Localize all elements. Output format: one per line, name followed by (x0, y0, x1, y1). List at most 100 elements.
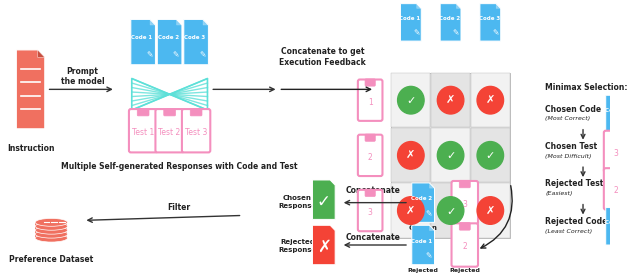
Text: Response: Response (278, 202, 316, 209)
FancyBboxPatch shape (35, 230, 67, 235)
Text: Code 1: Code 1 (399, 16, 420, 21)
Text: Concatenate to get: Concatenate to get (281, 47, 365, 56)
Text: ✎: ✎ (426, 209, 432, 218)
Text: Preference Dataset: Preference Dataset (9, 255, 93, 264)
Text: Code 1: Code 1 (412, 239, 433, 244)
Text: ✎: ✎ (173, 50, 179, 59)
Polygon shape (417, 4, 421, 8)
FancyBboxPatch shape (471, 73, 509, 127)
Text: Chosen Test: Chosen Test (545, 142, 597, 151)
Text: ✓: ✓ (486, 151, 495, 161)
Text: 2: 2 (614, 186, 618, 195)
FancyBboxPatch shape (392, 73, 430, 127)
FancyBboxPatch shape (156, 109, 184, 152)
Text: Filter: Filter (168, 203, 191, 212)
FancyBboxPatch shape (431, 128, 470, 182)
Polygon shape (312, 180, 335, 219)
FancyBboxPatch shape (35, 222, 67, 227)
Text: Chosen: Chosen (451, 225, 479, 231)
Text: Instruction: Instruction (7, 144, 54, 153)
Text: Test 2: Test 2 (159, 128, 180, 137)
Text: (Least Correct): (Least Correct) (545, 229, 593, 234)
FancyBboxPatch shape (452, 223, 478, 267)
FancyBboxPatch shape (137, 109, 149, 116)
Text: ✎: ✎ (492, 28, 499, 37)
FancyBboxPatch shape (182, 109, 211, 152)
Text: 3: 3 (462, 200, 467, 209)
Text: Code 2: Code 2 (158, 35, 179, 40)
FancyArrowPatch shape (345, 243, 406, 247)
Text: Rejected: Rejected (449, 268, 480, 273)
Text: the model: the model (61, 77, 104, 86)
Ellipse shape (35, 226, 67, 234)
Text: Chosen: Chosen (283, 195, 312, 201)
Polygon shape (622, 208, 627, 212)
Polygon shape (203, 19, 209, 25)
Text: ✎: ✎ (146, 50, 152, 59)
FancyArrowPatch shape (345, 200, 406, 205)
Text: Rejected Test: Rejected Test (545, 179, 604, 189)
FancyBboxPatch shape (611, 130, 621, 137)
FancyBboxPatch shape (365, 189, 375, 196)
Polygon shape (177, 19, 182, 25)
Circle shape (477, 142, 504, 169)
Polygon shape (440, 4, 461, 41)
Circle shape (437, 86, 464, 114)
Text: ✎: ✎ (618, 120, 625, 129)
FancyBboxPatch shape (391, 73, 510, 238)
Text: Chosen: Chosen (409, 225, 438, 231)
Polygon shape (412, 183, 435, 222)
FancyBboxPatch shape (460, 223, 470, 230)
Circle shape (397, 197, 424, 224)
Circle shape (397, 142, 424, 169)
Text: 3: 3 (614, 149, 619, 158)
Text: 3: 3 (368, 208, 372, 217)
Text: ✎: ✎ (452, 28, 459, 37)
FancyArrowPatch shape (88, 216, 240, 222)
Text: Code 3: Code 3 (479, 16, 500, 21)
Text: ✗: ✗ (486, 95, 495, 105)
Polygon shape (38, 50, 45, 57)
FancyBboxPatch shape (452, 181, 478, 224)
Text: ✗: ✗ (317, 238, 331, 256)
Text: 2: 2 (462, 242, 467, 252)
FancyBboxPatch shape (358, 79, 383, 121)
Text: ✓: ✓ (406, 96, 415, 106)
Polygon shape (401, 4, 421, 41)
Text: Code 2: Code 2 (412, 196, 433, 201)
Polygon shape (184, 19, 209, 65)
FancyBboxPatch shape (392, 128, 430, 182)
Text: Concatenate: Concatenate (346, 233, 401, 242)
Ellipse shape (35, 218, 67, 226)
Polygon shape (622, 95, 627, 100)
Text: 2: 2 (368, 153, 372, 162)
Text: ✓: ✓ (317, 193, 331, 211)
FancyBboxPatch shape (471, 128, 509, 182)
Text: Concatenate: Concatenate (346, 186, 401, 195)
Text: ✗: ✗ (446, 95, 455, 105)
Circle shape (397, 86, 424, 114)
Text: (Most Correct): (Most Correct) (545, 116, 591, 121)
Text: Minimax Selection:: Minimax Selection: (545, 83, 628, 92)
Text: Test 3: Test 3 (185, 128, 207, 137)
Text: Code 1: Code 1 (605, 220, 626, 225)
Text: Rejected Code: Rejected Code (545, 217, 607, 226)
Text: ✎: ✎ (618, 232, 625, 241)
FancyBboxPatch shape (460, 180, 470, 188)
Polygon shape (312, 225, 335, 265)
Ellipse shape (35, 222, 67, 230)
FancyBboxPatch shape (392, 183, 430, 238)
FancyBboxPatch shape (358, 190, 383, 231)
Text: Test 1: Test 1 (132, 128, 154, 137)
Text: (Easiest): (Easiest) (545, 191, 573, 196)
Polygon shape (429, 225, 435, 230)
Text: Rejected: Rejected (408, 268, 438, 273)
Text: Execution Feedback: Execution Feedback (280, 58, 366, 67)
FancyArrowPatch shape (49, 87, 111, 92)
Polygon shape (412, 225, 435, 265)
Polygon shape (150, 19, 156, 25)
Polygon shape (157, 19, 182, 65)
FancyBboxPatch shape (35, 234, 67, 238)
FancyBboxPatch shape (365, 79, 375, 86)
Text: Chosen Code: Chosen Code (545, 105, 602, 113)
